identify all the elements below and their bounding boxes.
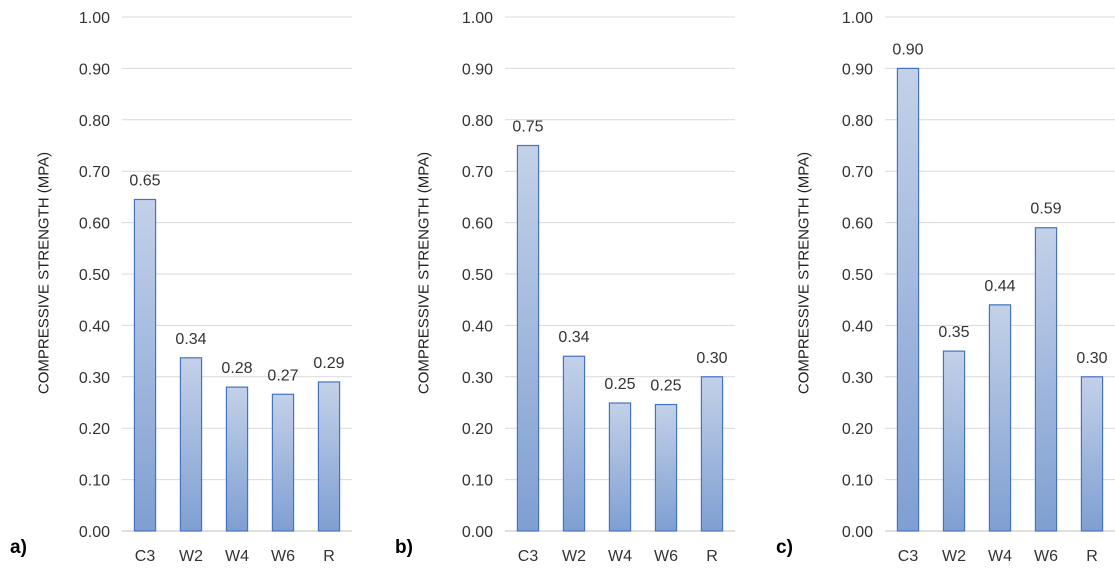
data-label: 0.25 [604,376,635,393]
x-tick-label: W6 [271,548,295,565]
x-tick-label: C3 [135,548,156,565]
data-label: 0.30 [1076,350,1107,367]
y-tick-label: 1.00 [79,10,110,27]
bar-R [317,381,341,532]
y-tick-label: 0.40 [79,318,110,335]
bar-W4 [225,386,249,532]
data-label: 0.35 [938,324,969,341]
y-tick-label: 0.70 [462,164,493,181]
y-tick-label: 0.00 [462,524,493,541]
y-tick-label: 0.70 [79,164,110,181]
y-tick-label: 0.20 [462,421,493,438]
y-tick-label: 0.90 [842,61,873,78]
y-tick-label: 0.00 [79,524,110,541]
data-label: 0.25 [650,378,681,395]
y-tick-label: 0.80 [842,113,873,130]
bar-W6 [654,403,678,532]
data-label: 0.59 [1030,201,1061,218]
x-tick-label: W4 [225,548,249,565]
data-label: 0.65 [129,172,160,189]
bar-C3 [896,67,920,532]
x-tick-label: W6 [1034,548,1058,565]
data-label: 0.28 [221,360,252,377]
y-tick-label: 0.50 [842,267,873,284]
bar-W6 [271,393,295,532]
data-label: 0.34 [558,329,589,346]
y-tick-label: 1.00 [842,10,873,27]
data-label: 0.29 [313,355,344,372]
x-tick-label: C3 [518,548,539,565]
y-tick-label: 0.60 [842,216,873,233]
data-label: 0.30 [696,350,727,367]
y-tick-label: 0.10 [79,473,110,490]
x-tick-label: W2 [942,548,966,565]
bar-R [700,376,724,532]
x-tick-label: R [323,548,335,565]
bar-chart-a: 0.00 0.10 0.20 0.30 0.40 0.50 0.60 0.70 0.80 0.90… [79,10,352,565]
bar-W2 [562,355,586,532]
y-tick-label: 0.10 [462,473,493,490]
x-tick-label: W4 [988,548,1012,565]
panel-label: a) [10,537,27,558]
data-label: 0.44 [984,278,1015,295]
y-tick-label: 0.80 [79,113,110,130]
bar-C3 [516,144,540,532]
bar-W4 [608,402,632,532]
bar-W4 [988,304,1012,532]
x-tick-label: W6 [654,548,678,565]
y-axis-title: COMPRESSIVE STRENGTH (MPA) [795,151,813,395]
y-tick-label: 0.90 [79,61,110,78]
y-tick-label: 0.60 [462,216,493,233]
y-tick-label: 0.30 [842,370,873,387]
x-tick-label: R [1086,548,1098,565]
data-label: 0.75 [512,119,543,136]
x-tick-label: R [706,548,718,565]
panel-label: b) [395,537,413,558]
bar-C3 [133,198,157,532]
y-tick-label: 0.30 [79,370,110,387]
y-tick-label: 0.50 [462,267,493,284]
data-label: 0.90 [892,41,923,58]
x-tick-label: W2 [179,548,203,565]
data-label: 0.27 [267,367,298,384]
bar-W2 [179,357,203,532]
y-tick-label: 0.70 [842,164,873,181]
y-tick-label: 0.20 [79,421,110,438]
y-tick-label: 0.40 [842,318,873,335]
y-tick-label: 0.30 [462,370,493,387]
bar-W2 [942,350,966,532]
x-tick-label: C3 [898,548,919,565]
y-tick-label: 0.80 [462,113,493,130]
y-tick-label: 0.90 [462,61,493,78]
y-tick-label: 0.20 [842,421,873,438]
y-tick-label: 0.60 [79,216,110,233]
bar-R [1080,376,1104,532]
y-tick-label: 1.00 [462,10,493,27]
x-tick-label: W4 [608,548,632,565]
chart-panel-a: 0.00 0.10 0.20 0.30 0.40 0.50 0.60 0.70 0.80 0.90… [0,0,370,572]
y-tick-label: 0.00 [842,524,873,541]
y-tick-label: 0.50 [79,267,110,284]
y-tick-label: 0.40 [462,318,493,335]
bar-W6 [1034,227,1058,532]
y-tick-label: 0.10 [842,473,873,490]
data-label: 0.34 [175,331,206,348]
x-tick-label: W2 [562,548,586,565]
panel-label: c) [776,537,793,558]
